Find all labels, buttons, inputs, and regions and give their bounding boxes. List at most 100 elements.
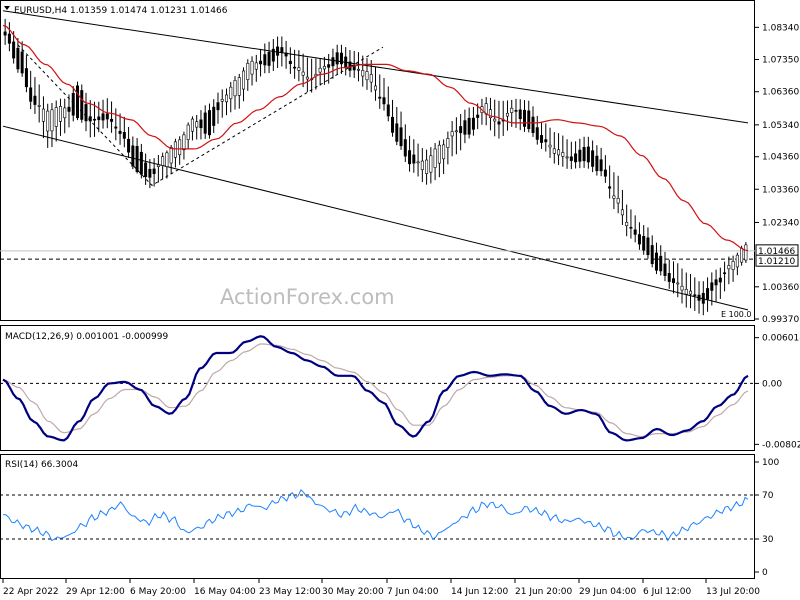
- candle-body: [93, 118, 97, 121]
- channel-lower-line: [2, 125, 749, 311]
- price-panel-frame: [0, 0, 755, 321]
- candle-body: [33, 95, 37, 105]
- candle-body: [586, 146, 590, 163]
- candle-body: [178, 139, 182, 156]
- candle-body: [237, 77, 241, 96]
- candle-body: [20, 51, 24, 74]
- rsi-line: [3, 488, 749, 542]
- candle-body: [527, 110, 531, 130]
- candle-body: [471, 117, 475, 130]
- candle-body: [225, 94, 229, 103]
- candle-body: [37, 105, 41, 107]
- candle-body: [633, 229, 637, 235]
- candle-body: [352, 65, 356, 71]
- candle-body: [284, 52, 288, 57]
- candle-body: [254, 62, 258, 70]
- candle-body: [152, 168, 156, 175]
- candle-body: [425, 159, 429, 174]
- candle-body: [156, 164, 160, 167]
- candle-body: [41, 108, 45, 122]
- candle-body: [514, 110, 518, 112]
- candle-body: [663, 263, 667, 276]
- candle-body: [182, 134, 186, 151]
- rsi-y-axis: 100 70 30 0: [755, 458, 779, 578]
- candle-body: [246, 63, 250, 80]
- header-dropdown-icon[interactable]: [4, 6, 10, 10]
- candle-body: [229, 86, 233, 100]
- price-tick-label: 1.06360: [762, 88, 799, 98]
- candle-body: [488, 109, 492, 118]
- x-tick-label: 7 Jun 04:00: [387, 587, 439, 597]
- price-tick-label: 1.02340: [762, 218, 799, 228]
- candle-body: [548, 144, 552, 148]
- candle-body: [301, 71, 305, 76]
- candle-body: [118, 130, 122, 134]
- candle-body: [637, 234, 641, 245]
- candle-body: [552, 148, 556, 154]
- candle-body: [135, 146, 139, 172]
- candle-body: [335, 52, 339, 65]
- candle-body: [127, 138, 131, 153]
- candle-body: [97, 116, 101, 121]
- candle-body: [139, 151, 143, 175]
- candle-body: [259, 60, 263, 65]
- macd-plot: [0, 335, 755, 442]
- candle-body: [203, 112, 207, 134]
- x-tick-label: 30 May 20:00: [322, 587, 384, 597]
- price-tick-label: 1.08340: [762, 23, 799, 33]
- price-tick-label: 1.04360: [762, 153, 799, 163]
- candle-body: [386, 104, 390, 117]
- candle-body: [7, 33, 11, 44]
- candle-body: [603, 169, 607, 177]
- candle-body: [625, 221, 629, 227]
- candle-body: [463, 120, 467, 135]
- macd-main-line: [2, 335, 749, 442]
- candle-body: [250, 60, 254, 75]
- candle-body: [706, 288, 710, 300]
- candle-body: [689, 290, 693, 295]
- candle-body: [361, 70, 365, 77]
- candle-body: [727, 265, 731, 270]
- candle-body: [667, 273, 671, 282]
- candle-body: [454, 130, 458, 133]
- candle-body: [693, 294, 697, 297]
- candle-body: [378, 96, 382, 99]
- candle-body: [740, 247, 744, 263]
- candle-body: [493, 118, 497, 122]
- candle-body: [599, 159, 603, 172]
- candle-body: [173, 141, 177, 158]
- candle-body: [369, 74, 373, 83]
- candle-body: [348, 61, 352, 71]
- header-symbol-line: EURUSD,H4 1.01359 1.01474 1.01231 1.0146…: [14, 6, 228, 16]
- candle-body: [216, 102, 220, 111]
- candle-body: [29, 87, 33, 102]
- candle-body: [578, 149, 582, 162]
- trendline-dashed: [17, 44, 384, 186]
- watermark: ActionForex.com: [220, 285, 395, 309]
- rsi-tick-label: 70: [762, 491, 774, 501]
- x-tick-label: 6 Jul 12:00: [643, 587, 692, 597]
- channel-upper-line: [2, 10, 749, 124]
- moving-average-line: [2, 24, 749, 252]
- candle-body: [365, 71, 369, 81]
- candle-body: [744, 244, 748, 261]
- candle-body: [595, 155, 599, 172]
- candle-body: [654, 252, 658, 271]
- candle-body: [382, 97, 386, 105]
- candle-body: [582, 147, 586, 162]
- current-price-label: 1.01466: [758, 247, 795, 257]
- candle-body: [122, 132, 126, 139]
- macd-tick-label: -0.00802: [762, 440, 800, 450]
- x-tick-label: 29 Apr 12:00: [66, 587, 125, 597]
- candle-body: [207, 110, 211, 136]
- candle-body: [403, 139, 407, 157]
- macd-y-axis: 0.006018 0.00 -0.00802: [755, 334, 800, 450]
- candle-body: [565, 156, 569, 159]
- rsi-tick-label: 0: [762, 568, 768, 578]
- candle-body: [505, 112, 509, 117]
- candle-body: [263, 54, 267, 66]
- candle-body: [101, 113, 105, 121]
- candle-body: [467, 117, 471, 135]
- candle-body: [54, 107, 58, 127]
